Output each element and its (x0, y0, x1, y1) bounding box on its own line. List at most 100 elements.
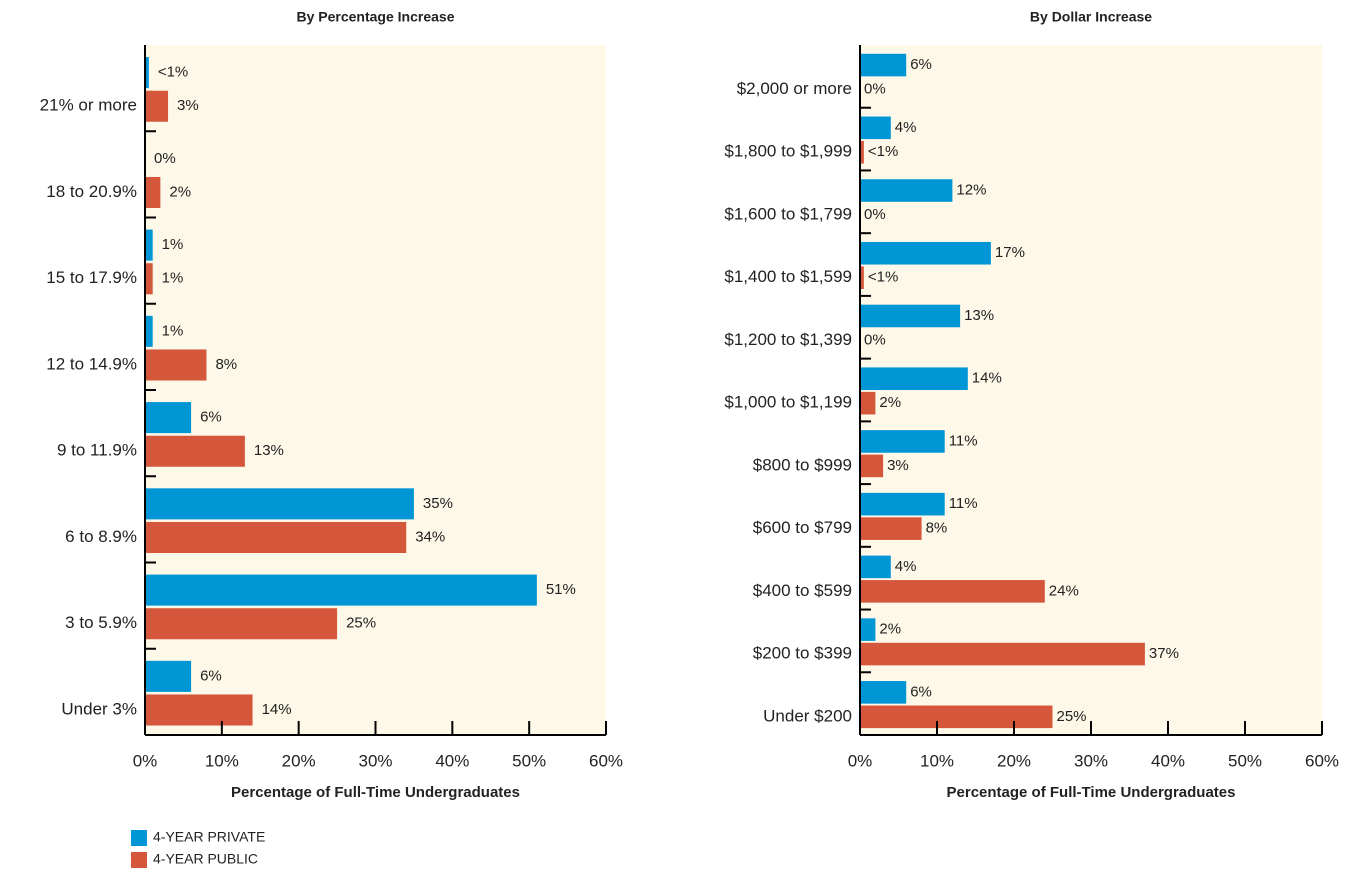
bar (145, 263, 153, 295)
data-label: 14% (972, 370, 1002, 387)
y-tick-label: $400 to $599 (753, 581, 852, 600)
data-label: 4% (895, 558, 917, 575)
bar (860, 580, 1045, 603)
data-label: <1% (868, 269, 898, 286)
y-tick-label: Under $200 (763, 706, 852, 725)
data-label: 0% (864, 81, 886, 98)
bar (860, 179, 953, 202)
y-tick-label: $600 to $799 (753, 518, 852, 537)
bar (145, 402, 192, 434)
data-label: 0% (864, 331, 886, 348)
data-label: 2% (879, 394, 901, 411)
bar (145, 435, 245, 467)
bar (860, 681, 907, 704)
x-axis-label: Percentage of Full-Time Undergraduates (231, 784, 520, 801)
data-label: 6% (200, 409, 222, 426)
data-label: 13% (964, 307, 994, 324)
x-tick-label: 60% (1305, 751, 1339, 770)
bar (145, 694, 253, 726)
legend-swatch (131, 852, 147, 868)
x-tick-label: 30% (1074, 751, 1108, 770)
data-label: 11% (949, 495, 978, 512)
data-label: 17% (995, 244, 1025, 261)
y-tick-label: $2,000 or more (737, 79, 852, 98)
bar (860, 517, 922, 540)
data-label: 51% (546, 581, 576, 598)
data-label: 25% (1057, 708, 1087, 725)
y-tick-label: 18 to 20.9% (46, 182, 137, 201)
bar (145, 521, 407, 554)
x-tick-label: 10% (920, 751, 954, 770)
bar (860, 642, 1145, 666)
data-label: 6% (200, 667, 222, 684)
y-tick-label: $200 to $399 (753, 644, 852, 663)
bar (145, 57, 149, 89)
data-label: 35% (423, 495, 453, 512)
x-tick-label: 30% (358, 751, 392, 770)
data-label: 24% (1049, 582, 1079, 599)
y-tick-label: $1,200 to $1,399 (724, 330, 852, 349)
bar (145, 315, 153, 347)
data-label: <1% (868, 143, 898, 160)
x-axis-label: Percentage of Full-Time Undergraduates (947, 784, 1236, 801)
data-label: 6% (910, 683, 932, 700)
y-tick-label: $1,400 to $1,599 (724, 267, 852, 286)
bar (860, 304, 961, 328)
bar (145, 608, 338, 640)
data-label: 12% (956, 181, 986, 198)
data-label: 1% (162, 270, 184, 287)
x-tick-label: 20% (282, 751, 316, 770)
y-tick-label: 15 to 17.9% (46, 268, 137, 287)
y-tick-label: 6 to 8.9% (65, 527, 137, 546)
x-tick-label: 0% (133, 751, 158, 770)
data-label: 1% (162, 236, 184, 253)
bar (145, 660, 192, 692)
chart-title: By Percentage Increase (297, 9, 455, 25)
bar (860, 266, 864, 290)
y-tick-label: 9 to 11.9% (57, 441, 137, 460)
bar (860, 430, 945, 453)
y-tick-label: 3 to 5.9% (65, 613, 137, 632)
bar (860, 705, 1053, 729)
data-label: 8% (215, 356, 237, 373)
data-label: 3% (177, 97, 199, 114)
x-tick-label: 0% (848, 751, 873, 770)
legend-swatch (131, 830, 147, 846)
x-tick-label: 50% (512, 751, 546, 770)
bar (145, 176, 161, 209)
data-label: 3% (887, 457, 909, 474)
y-tick-label: Under 3% (61, 699, 137, 718)
data-label: <1% (158, 64, 188, 81)
chart-title: By Dollar Increase (1030, 9, 1152, 25)
y-tick-label: $1,000 to $1,199 (724, 393, 852, 412)
x-tick-label: 60% (589, 751, 623, 770)
x-tick-label: 20% (997, 751, 1031, 770)
bar (860, 391, 876, 415)
legend-label: 4-YEAR PUBLIC (153, 851, 258, 867)
data-label: 25% (346, 615, 376, 632)
data-label: 2% (879, 621, 901, 638)
bar (860, 367, 968, 390)
data-label: 1% (162, 322, 184, 339)
data-label: 0% (864, 206, 886, 223)
bar (860, 454, 884, 478)
bar (145, 90, 169, 122)
bar (145, 574, 537, 606)
y-tick-label: 21% or more (40, 96, 137, 115)
bar (860, 618, 876, 641)
bar (860, 492, 945, 516)
bar (860, 140, 864, 164)
data-label: 34% (415, 528, 445, 545)
data-label: 4% (895, 119, 917, 136)
x-tick-label: 40% (435, 751, 469, 770)
data-label: 11% (949, 432, 978, 449)
y-tick-label: $1,800 to $1,999 (724, 142, 852, 161)
x-tick-label: 40% (1151, 751, 1185, 770)
bar (145, 488, 414, 520)
y-tick-label: $1,600 to $1,799 (724, 204, 852, 223)
data-label: 6% (910, 56, 932, 73)
bar (860, 555, 891, 579)
y-tick-label: $800 to $999 (753, 455, 852, 474)
y-tick-label: 12 to 14.9% (46, 354, 137, 373)
